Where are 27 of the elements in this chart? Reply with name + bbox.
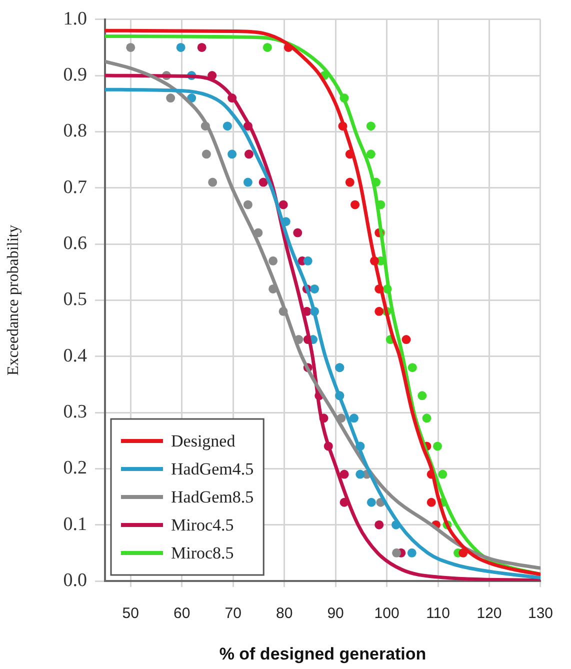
x-tick-label: 120 [476,605,502,622]
legend-label: Miroc8.5 [171,543,234,562]
y-tick-label: 0.0 [63,570,87,591]
y-tick-label: 0.7 [63,176,87,198]
y-axis-title: Exceedance probability [4,224,22,376]
legend-label: Designed [171,431,236,450]
x-tick-label: 90 [327,605,344,622]
legend-label: Miroc4.5 [171,515,234,534]
y-tick-label: 0.9 [63,64,87,86]
y-tick-label: 0.3 [63,402,87,423]
y-tick-label: 0.1 [63,514,87,535]
x-tick-label: 60 [174,605,190,622]
x-tick-label: 100 [374,605,400,622]
x-tick-label: 50 [122,605,139,622]
x-axis-title: % of designed generation [219,644,426,664]
y-tick-label: 0.2 [63,458,87,479]
y-tick-label: 0.5 [63,289,87,310]
legend-label: HadGem8.5 [171,487,254,506]
y-tick-label: 0.8 [63,120,87,142]
x-tick-label: 110 [426,605,450,622]
y-tick-label: 0.4 [63,345,88,366]
x-tick-label: 130 [528,605,553,622]
y-tick-label: 1.0 [63,8,87,30]
x-tick-label: 70 [224,605,242,622]
legend-label: HadGem4.5 [171,459,254,478]
x-tick-label: 80 [276,605,293,622]
y-tick-label: 0.6 [63,233,87,254]
